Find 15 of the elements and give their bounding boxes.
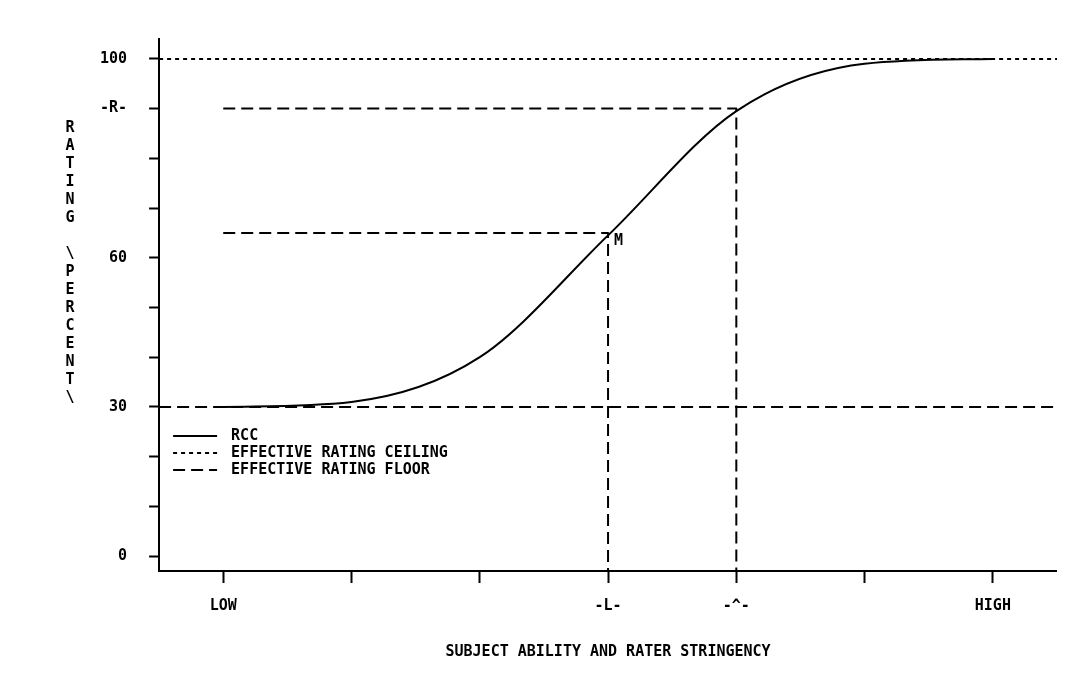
y-tick-label: -R- bbox=[100, 98, 128, 117]
x-tick-label: HIGH bbox=[974, 595, 1011, 614]
y-tick-label: 30 bbox=[109, 396, 128, 415]
y-tick-label: 100 bbox=[100, 48, 128, 67]
y-tick-label: 60 bbox=[109, 247, 128, 266]
legend-label: EFFECTIVE RATING CEILING bbox=[231, 442, 448, 461]
x-axis-title: SUBJECT ABILITY AND RATER STRINGENCY bbox=[445, 641, 771, 660]
x-tick-label: -L- bbox=[594, 595, 622, 614]
legend-label: RCC bbox=[231, 425, 259, 444]
x-tick-label: LOW bbox=[209, 595, 238, 614]
y-tick-label: 0 bbox=[118, 545, 128, 564]
x-tick-label: -^- bbox=[722, 595, 750, 614]
legend-label: EFFECTIVE RATING FLOOR bbox=[231, 459, 431, 478]
y-axis-title: RATING \PERCENT\ bbox=[60, 118, 80, 406]
annotation: M bbox=[614, 230, 624, 249]
